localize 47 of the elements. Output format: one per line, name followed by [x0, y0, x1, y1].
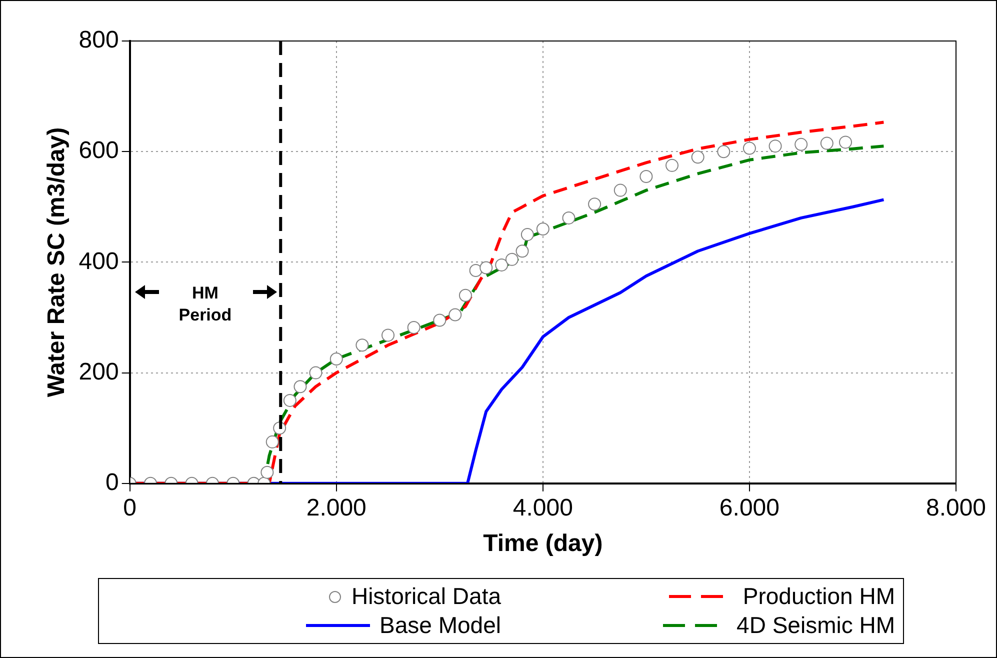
ref-line-label: HM Period [178, 283, 232, 324]
legend-label: 4D Seismic HM [736, 612, 895, 639]
point [294, 380, 307, 394]
point [407, 320, 420, 334]
x-tick-label: 4.000 [512, 494, 573, 522]
point [820, 136, 834, 150]
point [691, 150, 704, 164]
y-tick-label: 800 [78, 26, 119, 54]
point [717, 145, 730, 158]
point [448, 308, 462, 322]
point [536, 222, 550, 236]
y-tick-label: 600 [78, 137, 119, 164]
point [768, 140, 782, 153]
point [260, 466, 274, 479]
legend-label: Historical Data [351, 583, 501, 610]
point [640, 170, 653, 183]
point [480, 261, 493, 274]
point [458, 288, 472, 302]
x-tick-label: 2.000 [306, 494, 366, 522]
point [433, 314, 446, 327]
y-tick-label: 200 [78, 358, 119, 386]
point [562, 211, 576, 224]
point [614, 184, 627, 197]
y-tick-label: 0 [105, 469, 119, 496]
x-tick-label: 0 [123, 494, 137, 522]
legend-label: Production HM [742, 583, 895, 610]
point [330, 352, 343, 366]
point [839, 136, 852, 149]
x-axis-title: Time (day) [483, 530, 603, 558]
legend-label: Base Model [380, 612, 501, 639]
x-tick-label: 6.000 [719, 494, 780, 522]
point [794, 138, 808, 151]
y-axis-title: Water Rate SC (m3/day) [43, 127, 70, 398]
point [382, 328, 395, 342]
point [309, 366, 322, 380]
point [495, 258, 508, 272]
point [520, 228, 534, 242]
y-tick-label: 400 [78, 248, 119, 275]
point [505, 252, 518, 266]
point [516, 244, 529, 258]
point [356, 338, 369, 352]
point [588, 198, 602, 211]
point [266, 435, 279, 448]
x-tick-label: 8.000 [926, 494, 986, 522]
point [742, 142, 756, 155]
point [283, 394, 296, 407]
point [666, 158, 679, 172]
